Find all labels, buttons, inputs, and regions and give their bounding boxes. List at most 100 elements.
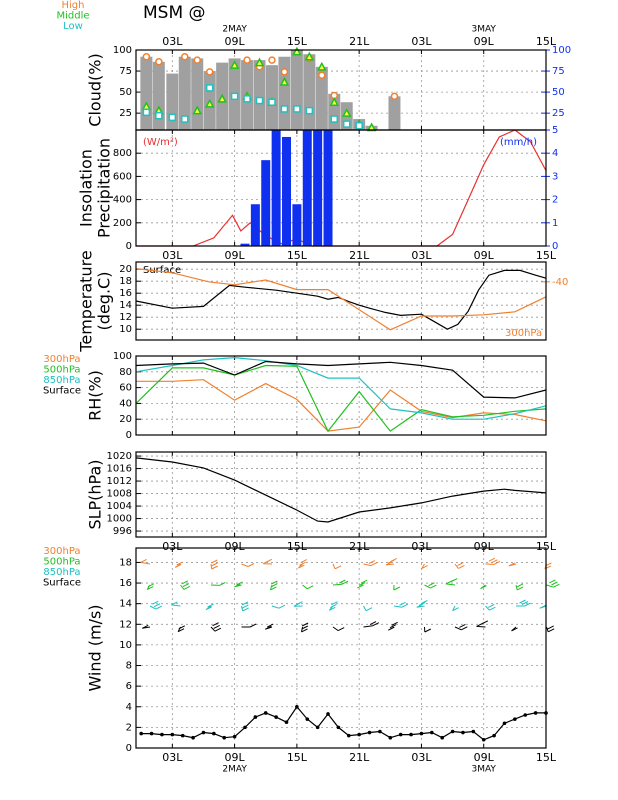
wind-barb bbox=[241, 563, 255, 567]
x-tick-label: 15L bbox=[536, 249, 557, 262]
y-tick-label: 14 bbox=[119, 300, 132, 311]
wind-speed-dot bbox=[471, 729, 476, 734]
y-tick-label: 18 bbox=[119, 557, 132, 568]
wind-speed-dot bbox=[481, 737, 486, 742]
wind-barb bbox=[363, 605, 373, 612]
y-tick-label: 100 bbox=[113, 351, 132, 362]
y-axis-label: Precipitation bbox=[95, 138, 114, 238]
wind-speed-dot bbox=[263, 711, 268, 715]
wind-barb bbox=[421, 563, 428, 570]
y-tick-label: 20 bbox=[119, 264, 132, 275]
wind-speed-dot bbox=[326, 712, 330, 716]
series-line bbox=[135, 356, 547, 420]
low-marker bbox=[293, 105, 301, 113]
y2-tick-label: 25 bbox=[552, 108, 565, 119]
wind-speed-dot bbox=[180, 733, 185, 738]
wind-barb bbox=[357, 579, 368, 589]
x-tick-label: 03L bbox=[411, 540, 432, 553]
wind-barb bbox=[205, 603, 214, 611]
legend-label: High bbox=[62, 0, 85, 11]
y-axis-label: Cloud(%) bbox=[86, 53, 105, 126]
wind-barb bbox=[332, 563, 342, 570]
x-tick-label: 15L bbox=[287, 35, 308, 48]
y-tick-label: 6 bbox=[126, 681, 132, 692]
high-marker bbox=[205, 68, 214, 76]
x-tick-label: 09L bbox=[474, 751, 495, 764]
unit-label: (mm/h) bbox=[500, 137, 537, 148]
wind-speed-dot bbox=[461, 730, 465, 735]
wind-speed-dot bbox=[388, 735, 393, 740]
wind-barb bbox=[393, 601, 409, 608]
low-marker bbox=[243, 95, 251, 103]
wind-speed-dot bbox=[492, 733, 496, 738]
y-axis-label: (deg.C) bbox=[95, 272, 114, 331]
x-tick-label: 09L bbox=[474, 249, 495, 262]
middle-marker bbox=[204, 98, 215, 108]
high-marker bbox=[155, 58, 163, 66]
y-tick-label: 800 bbox=[113, 148, 132, 159]
cloud-bar bbox=[315, 66, 328, 130]
x-tick-label: 15L bbox=[287, 249, 308, 262]
legend-label: 500hPa bbox=[43, 365, 80, 376]
wind-speed-dot bbox=[398, 732, 403, 737]
x-tick-label: 03L bbox=[162, 249, 183, 262]
wind-speed-dot bbox=[305, 717, 310, 721]
low-marker bbox=[280, 105, 289, 113]
wind-barb bbox=[140, 558, 151, 565]
middle-marker bbox=[192, 105, 202, 115]
series-line bbox=[135, 364, 547, 433]
y-tick-label: 80 bbox=[119, 367, 132, 378]
legend-label: 300hPa bbox=[43, 546, 80, 557]
precip-bar bbox=[313, 130, 323, 246]
cloud-bar bbox=[290, 50, 303, 130]
precip-bar bbox=[302, 130, 312, 246]
high-marker bbox=[390, 92, 399, 101]
y-axis-label: Temperature bbox=[77, 250, 96, 352]
wind-barb bbox=[271, 604, 286, 609]
wind-barb bbox=[297, 559, 308, 569]
x-tick-label: 15L bbox=[287, 751, 308, 764]
wind-speed-dot bbox=[357, 732, 361, 737]
y-tick-label: 0 bbox=[126, 241, 132, 252]
wind-barb bbox=[424, 626, 432, 633]
wind-barb bbox=[454, 562, 465, 569]
y-tick-label: 18 bbox=[119, 276, 132, 287]
middle-marker bbox=[254, 57, 265, 67]
x-tick-label: 09L bbox=[225, 249, 246, 262]
low-marker bbox=[268, 98, 276, 106]
y-tick-label: 1016 bbox=[107, 464, 132, 475]
x-tick-label: 03L bbox=[162, 35, 183, 48]
series-line bbox=[141, 705, 546, 741]
legend-label: Surface bbox=[143, 265, 181, 276]
wind-barb bbox=[480, 584, 487, 590]
wind-barb bbox=[146, 583, 155, 591]
wind-barb bbox=[546, 625, 555, 633]
y2-tick-label: 4 bbox=[552, 148, 558, 159]
wind-speed-dot bbox=[201, 730, 206, 735]
series-line bbox=[136, 379, 547, 432]
wind-barb bbox=[385, 557, 398, 566]
y2-tick-label: 3 bbox=[552, 171, 558, 182]
low-marker bbox=[330, 115, 339, 123]
y2-tick-label: 1 bbox=[552, 218, 558, 229]
wind-speed-dot bbox=[284, 720, 289, 725]
wind-barb bbox=[508, 562, 517, 567]
cloud-bar bbox=[253, 60, 266, 130]
cloud-bar bbox=[178, 56, 191, 130]
x-tick-label: 03L bbox=[162, 751, 183, 764]
middle-marker bbox=[329, 97, 340, 106]
y-tick-label: 400 bbox=[113, 195, 132, 206]
wind-barb bbox=[293, 601, 303, 607]
y2-tick-label: -40 bbox=[552, 277, 568, 288]
y-tick-label: 100 bbox=[113, 45, 132, 56]
wind-barb bbox=[546, 579, 560, 588]
date-label: 2MAY bbox=[222, 25, 247, 35]
wind-barb bbox=[210, 559, 218, 570]
cloud-bar bbox=[278, 56, 291, 130]
x-tick-label: 09L bbox=[225, 540, 246, 553]
x-tick-label: 03L bbox=[162, 540, 183, 553]
x-tick-label: 03L bbox=[411, 35, 432, 48]
date-label: 3MAY bbox=[471, 765, 496, 775]
date-label: 3MAY bbox=[471, 25, 496, 35]
x-tick-label: 15L bbox=[287, 540, 308, 553]
